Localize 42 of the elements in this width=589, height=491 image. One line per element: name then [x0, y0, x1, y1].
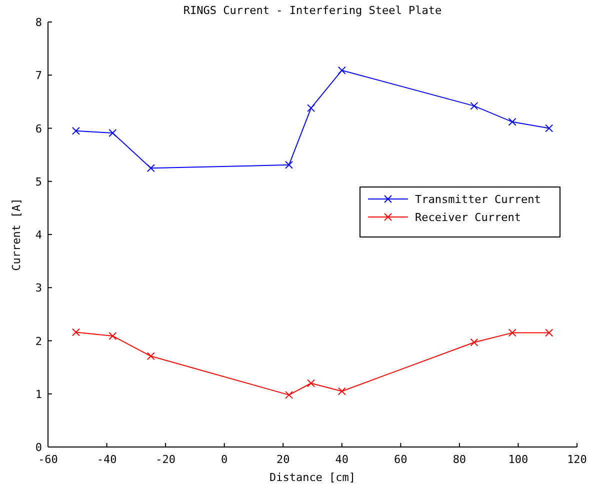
point: [470, 338, 478, 346]
x-tick-label: 0: [221, 453, 228, 466]
point: [108, 332, 117, 340]
y-axis-title: Current [A]: [10, 198, 23, 271]
x-tick-label: -40: [96, 453, 117, 466]
point: [146, 352, 155, 360]
point: [545, 328, 554, 337]
x-tick-label: 60: [394, 453, 408, 466]
point: [545, 124, 554, 132]
point: [284, 160, 293, 169]
point: [508, 118, 516, 126]
x-tick-label: 100: [508, 453, 528, 466]
point: [508, 328, 516, 337]
x-tick-label: 40: [335, 453, 349, 466]
y-tick-label: 0: [35, 441, 42, 454]
y-tick-label: 8: [35, 16, 42, 29]
x-tick-label: -20: [156, 453, 176, 466]
point: [338, 66, 346, 74]
legend-label: Transmitter Current: [415, 193, 541, 206]
point: [470, 102, 478, 110]
chart-title: RINGS Current - Interfering Steel Plate: [183, 4, 442, 17]
point: [146, 164, 155, 172]
point: [72, 328, 80, 336]
x-tick-label: 20: [276, 453, 290, 466]
point: [307, 104, 316, 112]
point: [284, 390, 293, 399]
y-tick-label: 1: [35, 388, 42, 401]
x-tick-label: 80: [452, 453, 466, 466]
point: [338, 387, 346, 396]
legend-label: Receiver Current: [415, 211, 521, 224]
y-tick-label: 6: [35, 122, 42, 136]
y-tick-label: 2: [35, 334, 42, 348]
x-tick-label: -60: [38, 453, 58, 466]
point: [72, 126, 80, 135]
point: [108, 129, 117, 138]
y-tick-label: 4: [35, 228, 42, 242]
point: [307, 379, 316, 388]
y-tick-label: 5: [35, 175, 42, 188]
y-tick-label: 3: [35, 282, 42, 295]
x-tick-label: 120: [567, 453, 587, 466]
y-tick-label: 7: [35, 69, 42, 82]
x-axis-title: Distance [cm]: [269, 471, 356, 484]
